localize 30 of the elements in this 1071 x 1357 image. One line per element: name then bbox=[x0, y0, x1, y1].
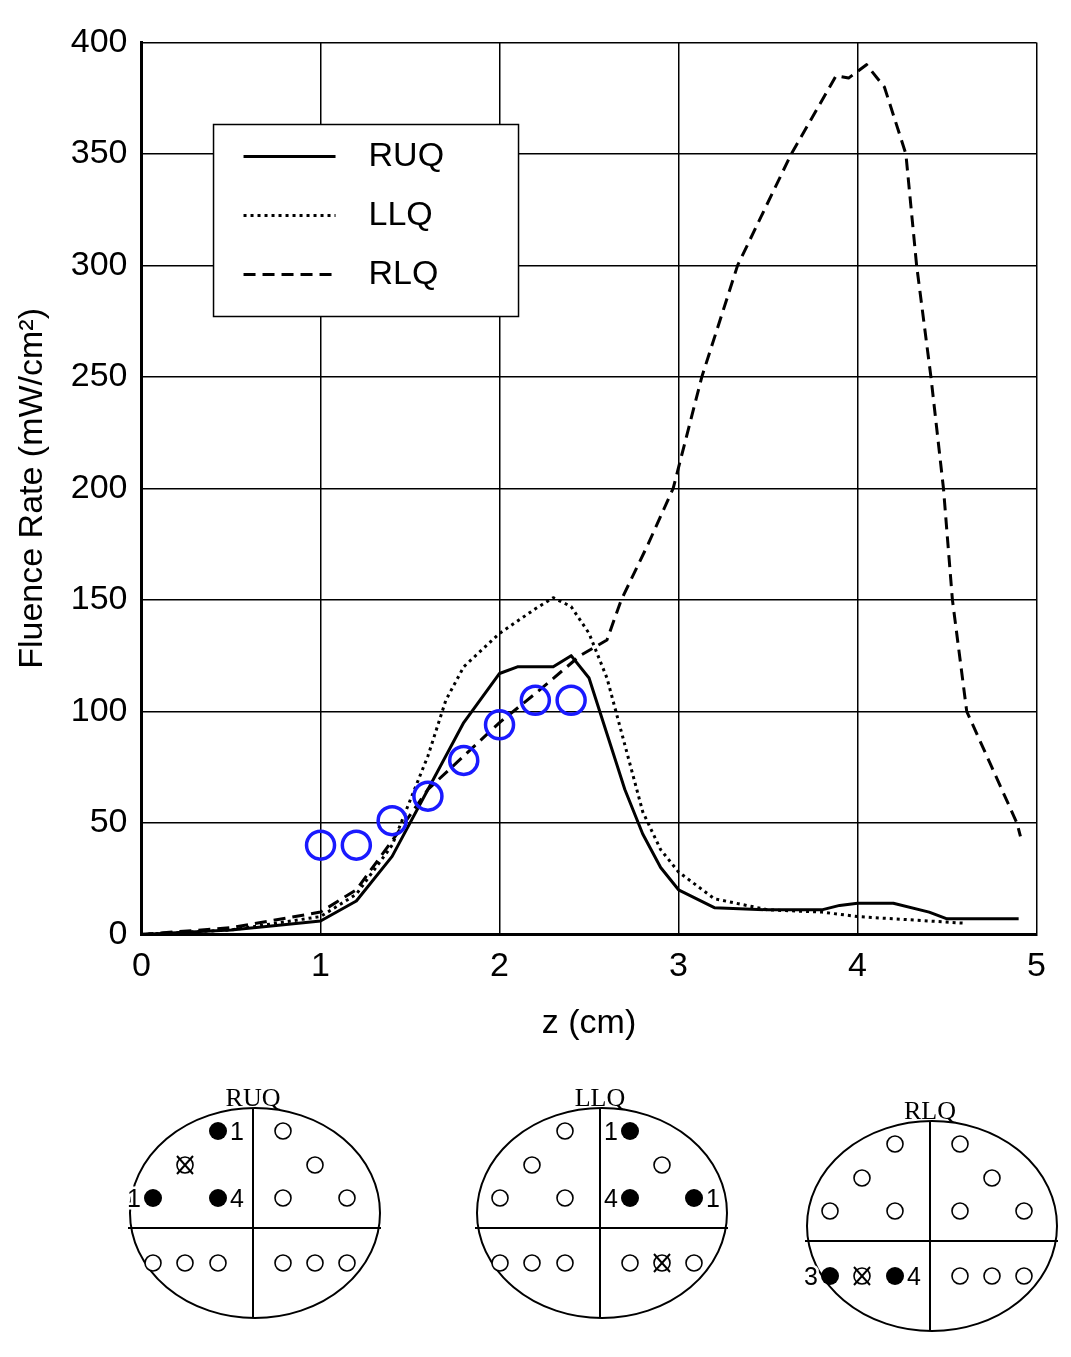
y-tick-label: 50 bbox=[89, 801, 128, 840]
y-tick-label: 0 bbox=[108, 912, 128, 951]
x-tick-label: 1 bbox=[311, 945, 330, 984]
category-label: RUQ bbox=[224, 1083, 282, 1113]
point bbox=[340, 829, 373, 861]
y-tick-label: 400 bbox=[70, 20, 128, 59]
point bbox=[447, 744, 480, 777]
category-label: RLQ bbox=[903, 1096, 957, 1126]
point bbox=[555, 684, 587, 716]
point bbox=[304, 829, 337, 861]
x-tick-label: 5 bbox=[1027, 945, 1047, 984]
point bbox=[376, 804, 408, 837]
y-tick-label: 150 bbox=[70, 578, 128, 617]
point bbox=[483, 709, 516, 741]
y-tick-label: 300 bbox=[70, 243, 128, 282]
point bbox=[519, 684, 552, 716]
y-tick-label: 250 bbox=[70, 355, 128, 394]
x-tick-label: 3 bbox=[669, 945, 688, 984]
x-tick-label: 4 bbox=[848, 945, 867, 984]
x-axis-title: z (cm) bbox=[541, 1001, 637, 1040]
point bbox=[412, 780, 444, 812]
legend-label: RUQ bbox=[368, 134, 445, 173]
legend-label: RLQ bbox=[368, 252, 439, 291]
y-tick-label: 200 bbox=[70, 466, 128, 505]
category-label: LLQ bbox=[573, 1083, 627, 1113]
y-tick-label: 350 bbox=[70, 132, 128, 171]
legend-label: LLQ bbox=[368, 193, 433, 232]
x-tick-label: 2 bbox=[490, 945, 509, 984]
y-tick-label: 100 bbox=[70, 689, 128, 728]
y-axis-title: Fluence Rate (mW/cm²) bbox=[10, 307, 49, 669]
